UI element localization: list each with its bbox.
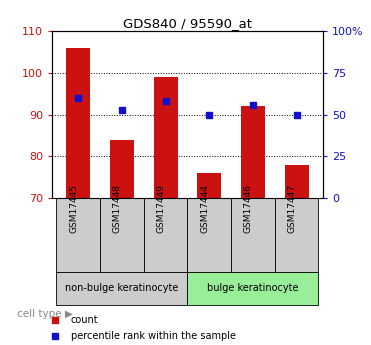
FancyBboxPatch shape: [187, 272, 318, 305]
Text: GSM17446: GSM17446: [244, 184, 253, 233]
Text: non-bulge keratinocyte: non-bulge keratinocyte: [65, 283, 178, 293]
Point: [206, 112, 212, 117]
Text: count: count: [71, 315, 99, 325]
FancyBboxPatch shape: [187, 198, 231, 272]
Text: GSM17444: GSM17444: [200, 185, 209, 233]
Text: GSM17449: GSM17449: [157, 184, 165, 233]
Point: [119, 107, 125, 112]
Bar: [285, 165, 309, 198]
FancyBboxPatch shape: [100, 198, 144, 272]
Point: [293, 112, 299, 117]
FancyBboxPatch shape: [144, 198, 187, 272]
Bar: [110, 140, 134, 198]
Text: GSM17445: GSM17445: [69, 184, 78, 233]
FancyBboxPatch shape: [275, 198, 318, 272]
FancyBboxPatch shape: [56, 198, 100, 272]
Bar: [66, 48, 90, 198]
FancyBboxPatch shape: [231, 198, 275, 272]
Text: percentile rank within the sample: percentile rank within the sample: [71, 331, 236, 341]
FancyBboxPatch shape: [56, 272, 187, 305]
Point: [75, 95, 81, 101]
Bar: [197, 173, 221, 198]
Point: [162, 98, 168, 104]
Title: GDS840 / 95590_at: GDS840 / 95590_at: [123, 17, 252, 30]
Text: bulge keratinocyte: bulge keratinocyte: [207, 283, 299, 293]
Point: [250, 102, 256, 107]
Bar: [241, 106, 265, 198]
Bar: [154, 77, 178, 198]
Text: cell type ▶: cell type ▶: [17, 309, 73, 319]
Text: GSM17448: GSM17448: [113, 184, 122, 233]
Text: GSM17447: GSM17447: [288, 184, 296, 233]
